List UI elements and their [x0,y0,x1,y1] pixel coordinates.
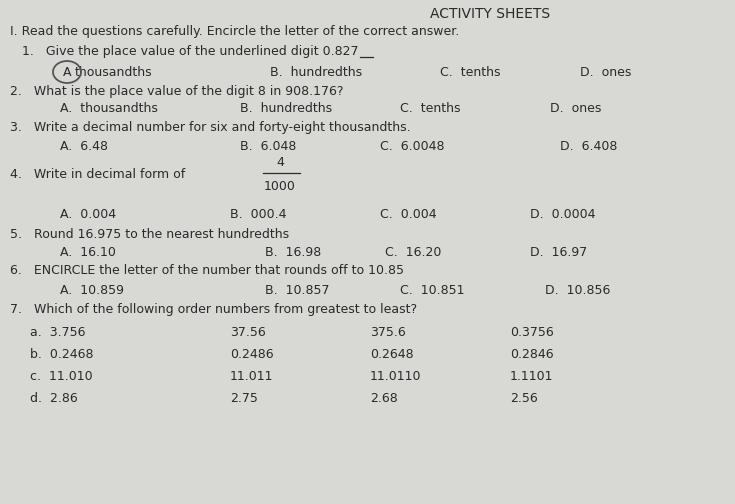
Text: C.  10.851: C. 10.851 [400,283,465,296]
Text: A.  0.004: A. 0.004 [60,208,116,221]
Text: B.  hundredths: B. hundredths [270,66,362,79]
Text: 7.   Which of the following order numbers from greatest to least?: 7. Which of the following order numbers … [10,302,417,316]
Text: D.  16.97: D. 16.97 [530,246,587,260]
Text: b.  0.2468: b. 0.2468 [30,347,93,360]
Text: 0.3756: 0.3756 [510,326,553,339]
Text: 5.   Round 16.975 to the nearest hundredths: 5. Round 16.975 to the nearest hundredth… [10,227,289,240]
Text: A.  16.10: A. 16.10 [60,246,116,260]
Text: C.  tenths: C. tenths [400,102,461,115]
Text: D.  6.408: D. 6.408 [560,140,617,153]
Text: C.  6.0048: C. 6.0048 [380,140,445,153]
Text: A.  thousandths: A. thousandths [60,102,158,115]
Text: B.  6.048: B. 6.048 [240,140,296,153]
Text: 0.2486: 0.2486 [230,347,273,360]
Text: D.  ones: D. ones [580,66,631,79]
Text: 3.   Write a decimal number for six and forty-eight thousandths.: 3. Write a decimal number for six and fo… [10,120,411,134]
Text: ACTIVITY SHEETS: ACTIVITY SHEETS [430,7,550,21]
Text: 2.68: 2.68 [370,392,398,405]
Text: 1.1101: 1.1101 [510,369,553,383]
Text: D.  ones: D. ones [550,102,601,115]
Text: 2.75: 2.75 [230,392,258,405]
Text: B.  16.98: B. 16.98 [265,246,321,260]
Text: B.  000.4: B. 000.4 [230,208,287,221]
Text: 4: 4 [276,156,284,168]
Text: 6.   ENCIRCLE the letter of the number that rounds off to 10.85: 6. ENCIRCLE the letter of the number tha… [10,265,404,278]
Text: A.  10.859: A. 10.859 [60,283,124,296]
Text: 11.011: 11.011 [230,369,273,383]
Text: 1000: 1000 [264,179,296,193]
Text: B.  10.857: B. 10.857 [265,283,329,296]
Text: 37.56: 37.56 [230,326,266,339]
Text: 0.2648: 0.2648 [370,347,414,360]
Text: thousandths: thousandths [75,66,153,79]
Text: 11.0110: 11.0110 [370,369,421,383]
Text: 0.2846: 0.2846 [510,347,553,360]
Text: 375.6: 375.6 [370,326,406,339]
Text: d.  2.86: d. 2.86 [30,392,78,405]
Text: I. Read the questions carefully. Encircle the letter of the correct answer.: I. Read the questions carefully. Encircl… [10,26,459,38]
Text: C.  0.004: C. 0.004 [380,208,437,221]
Text: B.  hundredths: B. hundredths [240,102,332,115]
Text: a.  3.756: a. 3.756 [30,326,85,339]
Text: D.  10.856: D. 10.856 [545,283,610,296]
Text: 2.   What is the place value of the digit 8 in 908.176?: 2. What is the place value of the digit … [10,85,343,97]
Text: c.  11.010: c. 11.010 [30,369,93,383]
Text: 4.   Write in decimal form of: 4. Write in decimal form of [10,167,185,180]
Text: 2.56: 2.56 [510,392,538,405]
Text: C.  16.20: C. 16.20 [385,246,442,260]
Text: 1.   Give the place value of the underlined digit 0.827: 1. Give the place value of the underline… [22,45,359,58]
Text: C.  tenths: C. tenths [440,66,501,79]
Text: D.  0.0004: D. 0.0004 [530,208,595,221]
Text: A.  6.48: A. 6.48 [60,140,108,153]
Text: A: A [62,66,71,79]
